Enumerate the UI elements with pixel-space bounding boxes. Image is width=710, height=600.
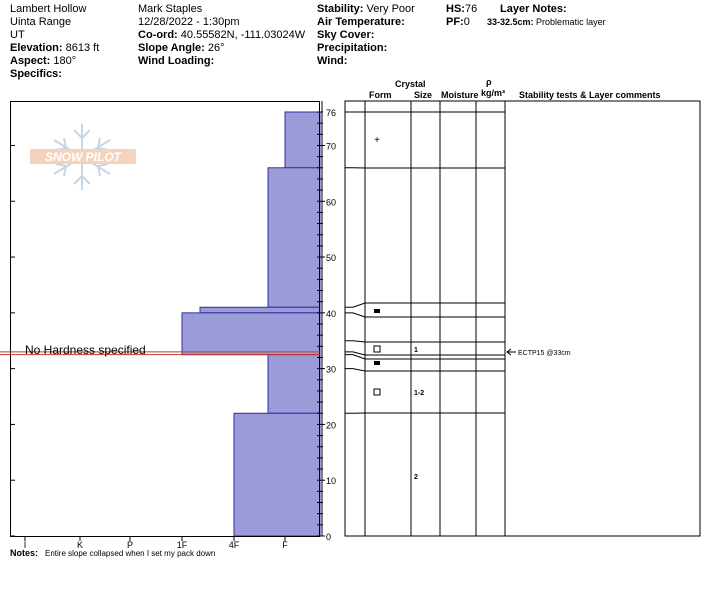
grain-form-symbol	[374, 361, 380, 365]
depth-tick-label: 76	[326, 108, 336, 118]
layer-notes-label: Layer Notes:	[500, 3, 567, 15]
table-frame	[344, 100, 701, 537]
slope-row: Slope Angle: 26°	[138, 42, 225, 55]
hardness-tick-label: F	[282, 540, 288, 550]
crystal-header: Crystal	[395, 79, 426, 89]
hs-row: HS:76	[446, 3, 477, 16]
depth-tick-label: 40	[326, 309, 336, 319]
depth-tick-label: 20	[326, 420, 336, 430]
hs-label: HS:	[446, 3, 465, 15]
stability-value: Very Poor	[366, 3, 415, 15]
slope-value: 26°	[207, 42, 225, 54]
hardness-bar	[267, 354, 321, 414]
layer-note-text: Problematic layer	[536, 17, 606, 27]
grain-size-label: 1-2	[414, 390, 424, 397]
hardness-tick-label: K	[77, 540, 83, 550]
notes-label: Notes:	[10, 548, 38, 558]
hardness-bar	[181, 312, 321, 356]
size-header: Size	[414, 90, 433, 100]
rho-header: ρ	[486, 77, 492, 87]
air-temp-label: Air Temperature:	[317, 16, 405, 28]
hardness-bars	[181, 111, 321, 537]
density-unit-header: kg/m³	[481, 88, 506, 98]
mountain-range: Uinta Range	[10, 16, 72, 28]
hardness-bar	[284, 111, 321, 169]
state: UT	[10, 29, 25, 41]
stability-label: Stability:	[317, 3, 364, 15]
hardness-axis: I K P 1F 4F F	[24, 536, 288, 550]
elevation-row: Elevation: 8613 ft	[10, 42, 99, 55]
layer-table: +1 1-2 2 ECTP15 @33cm	[344, 100, 701, 537]
wind-loading-label: Wind Loading:	[138, 55, 215, 67]
depth-tick-label: 50	[326, 253, 336, 263]
depth-axis: 0 10 20 30 40 50 60 70 76	[10, 101, 336, 542]
observer-name: Mark Staples	[138, 3, 203, 15]
layer-boundary	[345, 351, 505, 356]
layer-boundary	[345, 312, 505, 318]
grain-size-label: 2	[414, 474, 418, 481]
grain-form-symbol	[373, 345, 381, 353]
depth-tick-label: 0	[326, 532, 331, 542]
hardness-tick-label: I	[24, 540, 27, 550]
layer-boundary	[345, 368, 505, 372]
form-header: Form	[369, 90, 392, 100]
pf-value: 0	[463, 16, 470, 28]
grain-size-label: 1	[414, 347, 418, 354]
logo-text: SNOW PILOT	[45, 150, 123, 164]
snowflake-icon	[53, 124, 111, 190]
coord-value: 40.55582N, -111.03024W	[180, 29, 306, 41]
hardness-plot-frame	[10, 101, 320, 537]
elevation-value: 8613 ft	[65, 42, 100, 54]
hardness-bar	[233, 412, 321, 537]
no-hardness-label: No Hardness specified	[25, 343, 146, 357]
sky-cover-label: Sky Cover:	[317, 29, 375, 41]
grain-form-symbol: +	[374, 135, 380, 146]
depth-tick-label: 30	[326, 365, 336, 375]
pf-row: PF:0	[446, 16, 470, 29]
coord-row: Co-ord: 40.55582N, -111.03024W	[138, 29, 305, 42]
hs-value: 76	[464, 3, 478, 15]
hardness-bar	[199, 306, 321, 314]
wind-label: Wind:	[317, 55, 348, 67]
specifics-label: Specifics:	[10, 68, 62, 80]
logo-banner	[30, 149, 136, 164]
depth-tick-label: 10	[326, 476, 336, 486]
pf-label: PF:	[446, 16, 464, 28]
elevation-label: Elevation:	[10, 42, 63, 54]
coord-label: Co-ord:	[138, 29, 178, 41]
layer-boundary	[345, 354, 505, 360]
notes-text: Entire slope collapsed when I set my pac…	[45, 549, 215, 558]
layer-boundary	[345, 340, 505, 343]
slope-label: Slope Angle:	[138, 42, 205, 54]
layer-boundary	[345, 302, 505, 308]
location-name: Lambert Hollow	[10, 3, 87, 15]
aspect-label: Aspect:	[10, 55, 51, 67]
hardness-tick-label: P	[127, 540, 133, 550]
grain-form-symbol	[373, 388, 381, 396]
aspect-row: Aspect: 180°	[10, 55, 76, 68]
observation-datetime: 12/28/2022 - 1:30pm	[138, 16, 240, 28]
layer-note: 33-32.5cm: Problematic layer	[487, 17, 606, 28]
no-hardness-marker	[0, 351, 320, 356]
aspect-value: 180°	[53, 55, 77, 67]
moisture-header: Moisture	[441, 90, 479, 100]
precipitation-label: Precipitation:	[317, 42, 388, 54]
snow-pilot-logo: SNOW PILOT	[30, 124, 136, 190]
layer-note-range: 33-32.5cm:	[487, 17, 534, 27]
hardness-tick-label: 4F	[229, 540, 240, 550]
depth-tick-label: 70	[326, 141, 336, 151]
hardness-tick-label: 1F	[177, 540, 188, 550]
stability-comments-header: Stability tests & Layer comments	[519, 90, 661, 100]
depth-tick-label: 60	[326, 197, 336, 207]
stability-row: Stability: Very Poor	[317, 3, 415, 16]
stability-test-label: ECTP15 @33cm	[518, 350, 571, 357]
hardness-bar	[267, 167, 321, 308]
stability-test-arrow-head	[506, 348, 512, 356]
grain-form-symbol	[374, 309, 380, 313]
